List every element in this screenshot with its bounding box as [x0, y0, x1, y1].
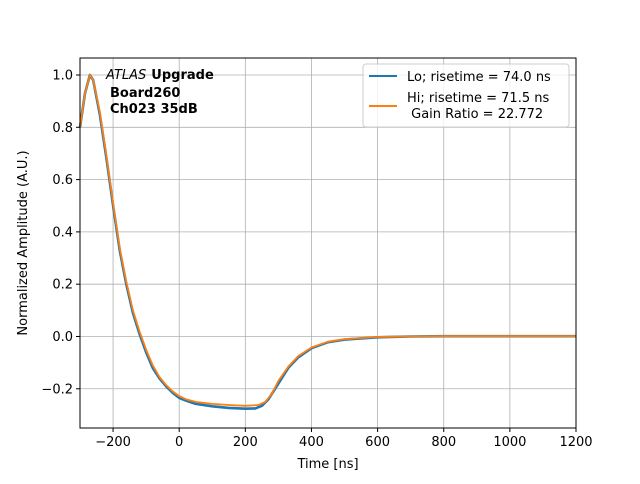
y-tick-label: 0.8 [52, 121, 73, 136]
series-line-hi [79, 74, 576, 407]
x-tick-label: 0 [175, 435, 183, 450]
x-tick-label: 400 [299, 435, 324, 450]
y-tick-label: 0.6 [52, 173, 73, 188]
y-axis-label: Normalized Amplitude (A.U.) [16, 150, 31, 335]
annotation-upgrade: Upgrade [151, 68, 214, 83]
x-tick-label: 1000 [493, 435, 526, 450]
x-tick-label: 800 [431, 435, 456, 450]
series-lines [78, 73, 576, 410]
y-tick-label: −0.2 [41, 382, 73, 397]
x-tick-label: 1200 [559, 435, 592, 450]
y-tick-label: 1.0 [52, 68, 73, 83]
y-tick-label: 0.0 [52, 330, 73, 345]
plot-frame [79, 57, 577, 429]
legend-box [362, 63, 570, 128]
annotation-board: Board260 [110, 86, 180, 101]
x-tick-label: 600 [365, 435, 390, 450]
legend-label-lo: Lo; risetime = 74.0 ns [407, 70, 551, 85]
atlas-annotation: ATLAS Upgrade Board260 Ch023 35dB [105, 68, 214, 117]
legend-label-gain: Gain Ratio = 22.772 [407, 107, 543, 122]
ticks: −200 0 200 400 600 800 1000 1200 −0.2 0.0 0.2 0.4 0.… [41, 68, 592, 450]
x-axis-label: Time [ns] [296, 457, 358, 472]
x-tick-label: 200 [233, 435, 258, 450]
x-tick-label: −200 [95, 435, 131, 450]
legend: Lo; risetime = 74.0 ns Hi; risetime = 71… [362, 63, 570, 128]
annotation-atlas: ATLAS [105, 68, 146, 83]
y-tick-label: 0.2 [52, 278, 73, 293]
y-tick-label: 0.4 [52, 225, 73, 240]
annotation-channel: Ch023 35dB [110, 102, 198, 117]
legend-label-hi: Hi; risetime = 71.5 ns [407, 91, 549, 106]
